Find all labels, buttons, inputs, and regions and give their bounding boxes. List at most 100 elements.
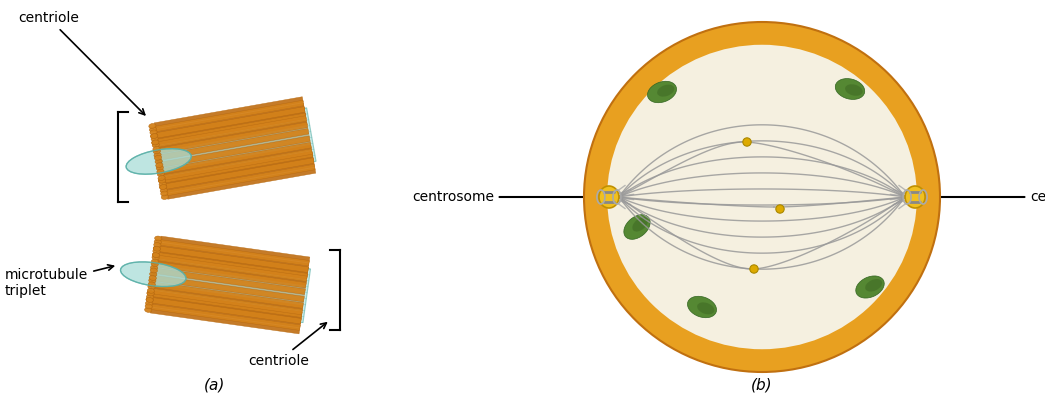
Polygon shape bbox=[157, 109, 305, 141]
Text: centrosome: centrosome bbox=[412, 190, 594, 204]
Ellipse shape bbox=[147, 288, 155, 293]
Polygon shape bbox=[154, 108, 316, 188]
Ellipse shape bbox=[154, 149, 161, 154]
Polygon shape bbox=[158, 253, 307, 279]
Ellipse shape bbox=[750, 265, 759, 273]
Ellipse shape bbox=[147, 291, 155, 296]
Polygon shape bbox=[153, 288, 302, 315]
Ellipse shape bbox=[149, 130, 157, 135]
Polygon shape bbox=[160, 240, 309, 266]
Polygon shape bbox=[165, 158, 314, 189]
Polygon shape bbox=[165, 161, 315, 193]
Ellipse shape bbox=[150, 265, 158, 270]
Ellipse shape bbox=[152, 140, 159, 145]
Ellipse shape bbox=[157, 169, 164, 174]
Ellipse shape bbox=[160, 184, 167, 189]
Ellipse shape bbox=[155, 236, 162, 241]
Ellipse shape bbox=[147, 284, 155, 290]
Text: centrosome: centrosome bbox=[930, 190, 1045, 204]
Text: (a): (a) bbox=[205, 377, 226, 392]
Polygon shape bbox=[152, 295, 302, 321]
Polygon shape bbox=[156, 107, 305, 138]
Ellipse shape bbox=[149, 275, 157, 280]
Polygon shape bbox=[162, 139, 310, 170]
Text: centriole: centriole bbox=[18, 11, 144, 115]
Ellipse shape bbox=[153, 253, 160, 257]
Polygon shape bbox=[161, 136, 310, 168]
Ellipse shape bbox=[688, 296, 717, 318]
Polygon shape bbox=[157, 113, 306, 145]
Polygon shape bbox=[152, 298, 301, 324]
Polygon shape bbox=[153, 291, 302, 317]
Ellipse shape bbox=[146, 297, 154, 302]
Ellipse shape bbox=[152, 255, 159, 260]
Ellipse shape bbox=[156, 163, 163, 168]
Ellipse shape bbox=[153, 253, 160, 257]
Polygon shape bbox=[155, 275, 304, 302]
Ellipse shape bbox=[120, 262, 186, 287]
Ellipse shape bbox=[905, 186, 925, 208]
Ellipse shape bbox=[599, 186, 619, 208]
Polygon shape bbox=[150, 308, 300, 334]
Ellipse shape bbox=[145, 301, 153, 306]
Polygon shape bbox=[158, 119, 307, 151]
Text: (b): (b) bbox=[751, 377, 773, 392]
Polygon shape bbox=[161, 132, 309, 164]
Ellipse shape bbox=[155, 159, 162, 164]
Polygon shape bbox=[162, 142, 311, 174]
Polygon shape bbox=[156, 103, 304, 135]
Polygon shape bbox=[155, 100, 304, 132]
Polygon shape bbox=[155, 272, 305, 298]
Polygon shape bbox=[154, 282, 303, 308]
Polygon shape bbox=[156, 107, 305, 138]
Ellipse shape bbox=[126, 149, 191, 174]
Ellipse shape bbox=[150, 268, 158, 273]
Ellipse shape bbox=[146, 295, 154, 300]
Polygon shape bbox=[164, 155, 314, 186]
Ellipse shape bbox=[150, 134, 158, 138]
Ellipse shape bbox=[865, 279, 882, 292]
Ellipse shape bbox=[632, 217, 648, 232]
Polygon shape bbox=[155, 278, 304, 305]
Ellipse shape bbox=[624, 215, 650, 239]
Ellipse shape bbox=[147, 291, 155, 296]
Polygon shape bbox=[157, 259, 306, 286]
Ellipse shape bbox=[149, 127, 157, 132]
Ellipse shape bbox=[154, 246, 161, 251]
Ellipse shape bbox=[146, 298, 154, 302]
Polygon shape bbox=[157, 113, 306, 145]
Polygon shape bbox=[163, 149, 312, 180]
Ellipse shape bbox=[155, 240, 161, 245]
Polygon shape bbox=[159, 249, 308, 275]
Ellipse shape bbox=[152, 136, 158, 141]
Polygon shape bbox=[164, 152, 312, 183]
Polygon shape bbox=[159, 126, 308, 157]
Polygon shape bbox=[159, 243, 309, 269]
Ellipse shape bbox=[150, 134, 158, 138]
Ellipse shape bbox=[159, 178, 166, 183]
Ellipse shape bbox=[648, 81, 676, 103]
Ellipse shape bbox=[153, 142, 160, 148]
Ellipse shape bbox=[154, 246, 161, 251]
Ellipse shape bbox=[607, 45, 916, 349]
Ellipse shape bbox=[148, 124, 156, 128]
Polygon shape bbox=[166, 164, 316, 196]
Polygon shape bbox=[158, 116, 306, 147]
Polygon shape bbox=[163, 145, 311, 176]
Ellipse shape bbox=[156, 165, 163, 170]
Ellipse shape bbox=[158, 172, 164, 176]
Ellipse shape bbox=[743, 138, 751, 146]
Text: microtubule
triplet: microtubule triplet bbox=[5, 265, 114, 298]
Polygon shape bbox=[159, 246, 308, 273]
Ellipse shape bbox=[161, 194, 168, 199]
Ellipse shape bbox=[159, 178, 165, 183]
Polygon shape bbox=[149, 247, 310, 322]
Ellipse shape bbox=[160, 188, 167, 193]
Ellipse shape bbox=[158, 176, 165, 180]
Polygon shape bbox=[159, 122, 307, 154]
Ellipse shape bbox=[148, 278, 156, 283]
Ellipse shape bbox=[145, 304, 153, 309]
Ellipse shape bbox=[657, 85, 674, 97]
Ellipse shape bbox=[152, 261, 158, 267]
Ellipse shape bbox=[856, 276, 884, 298]
